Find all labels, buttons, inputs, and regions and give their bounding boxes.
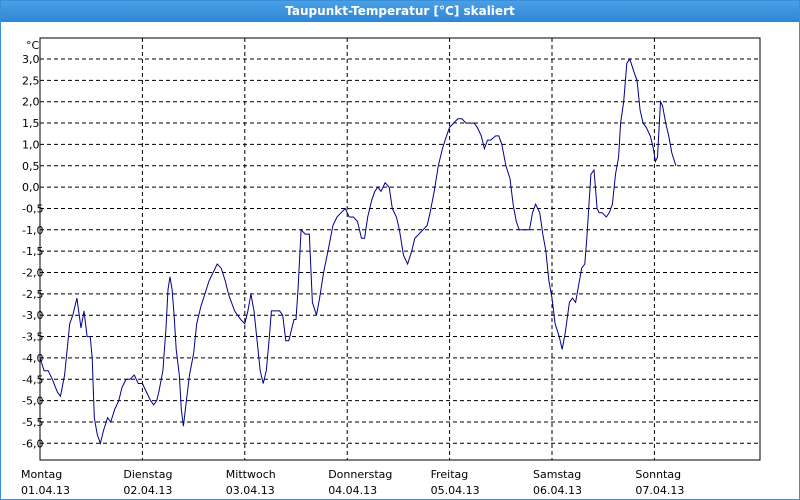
x-tick-date: 06.04.13 xyxy=(533,484,582,497)
y-tick-label: -4,0 xyxy=(22,352,43,365)
x-tick-date: 04.04.13 xyxy=(328,484,377,497)
x-tick-day: Mittwoch xyxy=(226,468,276,481)
y-axis-unit: °C xyxy=(26,39,40,52)
x-tick-day: Dienstag xyxy=(123,468,172,481)
y-tick-label: -4,5 xyxy=(22,373,43,386)
y-tick-label: -5,5 xyxy=(22,416,43,429)
y-tick-label: -5,0 xyxy=(22,395,43,408)
y-tick-label: -3,5 xyxy=(22,331,43,344)
x-tick-day: Donnerstag xyxy=(328,468,392,481)
chart-title: Taupunkt-Temperatur [°C] skaliert xyxy=(285,4,515,18)
y-tick-label: -1,5 xyxy=(22,245,43,258)
y-tick-label: -2,0 xyxy=(22,267,43,280)
y-tick-label: 0,5 xyxy=(22,160,40,173)
dewpoint-series-line xyxy=(39,57,677,446)
y-tick-label: 2,0 xyxy=(22,96,40,109)
x-tick-labels: Montag 01.04.13 Dienstag 02.04.13 Mittwoch 03… xyxy=(21,468,684,497)
y-tick-label: 2,5 xyxy=(22,74,40,87)
y-tick-labels: 3,0 2,5 2,0 1,5 1,0 0,5 0,0 -0,5 -1,0 -1,5 -2,0 -2,… xyxy=(22,53,43,450)
x-gridlines xyxy=(141,38,655,460)
x-tick-day: Montag xyxy=(21,468,62,481)
y-tick-label: -6,0 xyxy=(22,437,43,450)
y-tick-label: -2,5 xyxy=(22,288,43,301)
x-tick-date: 02.04.13 xyxy=(123,484,172,497)
x-tick-date: 01.04.13 xyxy=(21,484,70,497)
y-tick-label: 1,0 xyxy=(22,138,40,151)
x-tick-day: Samstag xyxy=(533,468,581,481)
x-tick-date: 07.04.13 xyxy=(635,484,684,497)
x-tick-day: Sonntag xyxy=(635,468,681,481)
x-tick-day: Freitag xyxy=(431,468,469,481)
x-tick-date: 05.04.13 xyxy=(431,484,480,497)
y-tick-label: 3,0 xyxy=(22,53,40,66)
y-tick-label: -1,0 xyxy=(22,224,43,237)
y-tick-label: 1,5 xyxy=(22,117,40,130)
y-tick-label: 0,0 xyxy=(22,181,40,194)
title-bar: Taupunkt-Temperatur [°C] skaliert xyxy=(1,1,799,22)
y-tick-label: -3,0 xyxy=(22,309,43,322)
y-tick-label: -0,5 xyxy=(22,202,43,215)
y-gridlines xyxy=(40,58,760,444)
x-tick-date: 03.04.13 xyxy=(226,484,275,497)
plot-area xyxy=(39,37,761,461)
